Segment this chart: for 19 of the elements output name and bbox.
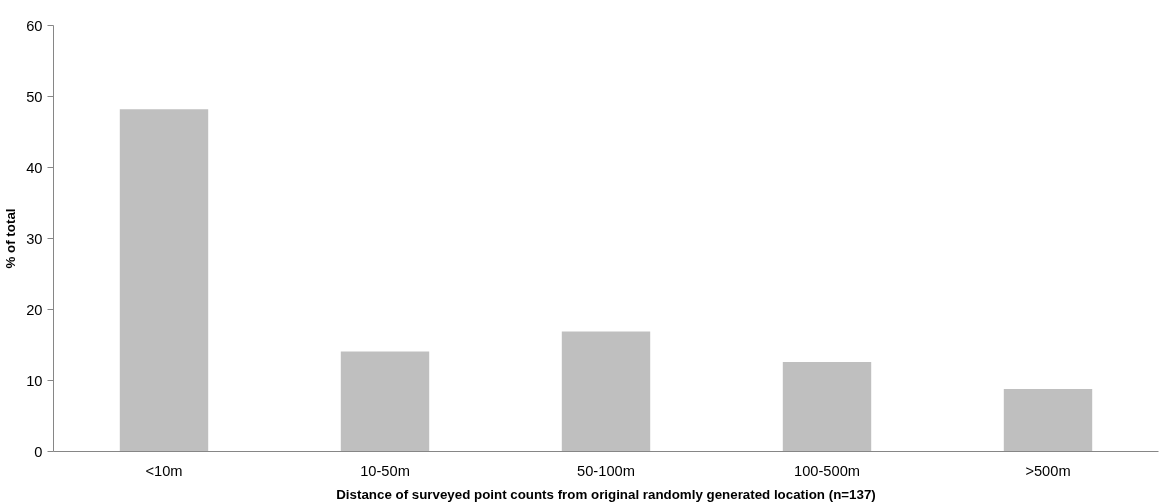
x-tick-label: 10-50m — [360, 462, 410, 479]
bar — [119, 109, 209, 452]
y-tick-label: 10 — [26, 372, 43, 389]
y-tick-label: 0 — [34, 443, 43, 460]
x-tick-label: 100-500m — [794, 462, 860, 479]
y-axis-title: % of total — [3, 208, 19, 269]
y-tick-label: 50 — [26, 88, 43, 105]
bar — [1003, 389, 1093, 452]
bar — [340, 351, 430, 452]
y-tick-label: 60 — [26, 17, 43, 34]
x-tick-label: >500m — [1025, 462, 1071, 479]
bar — [561, 331, 651, 452]
y-tick-label: 20 — [26, 301, 43, 318]
x-tick-label: <10m — [145, 462, 183, 479]
x-tick-label: 50-100m — [577, 462, 635, 479]
y-tick-label: 40 — [26, 159, 43, 176]
bar — [782, 362, 872, 452]
x-axis-title: Distance of surveyed point counts from original randomly generated location (n=137) — [336, 486, 876, 502]
y-tick-label: 30 — [26, 230, 43, 247]
